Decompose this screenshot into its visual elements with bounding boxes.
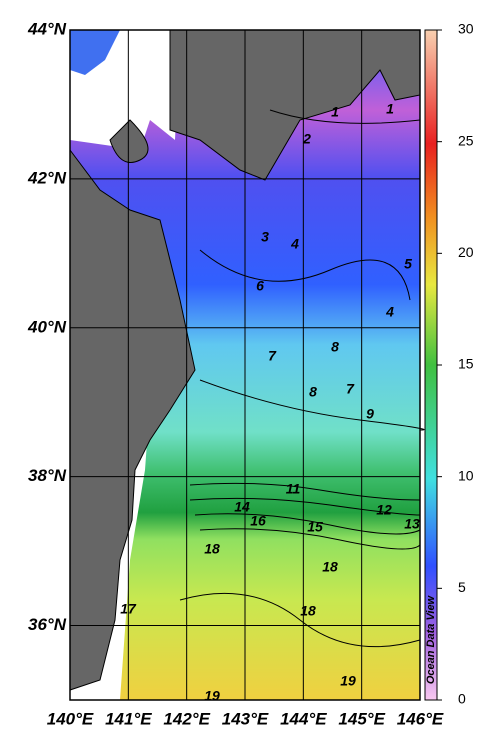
credit: Ocean Data View <box>425 594 437 684</box>
contour-label: 7 <box>268 348 277 364</box>
x-tick-label: 145°E <box>338 709 385 728</box>
y-tick-label: 38°N <box>28 466 67 485</box>
contour-label: 6 <box>256 278 264 294</box>
contour-label: 2 <box>302 131 311 147</box>
x-tick-label: 144°E <box>280 709 327 728</box>
contour-label: 17 <box>120 601 137 617</box>
contour-label: 18 <box>204 541 220 557</box>
contour-label: 7 <box>346 381 355 397</box>
contour-label: 1 <box>331 104 339 120</box>
contour-label: 1 <box>386 101 394 117</box>
plot-frame <box>69 29 421 701</box>
y-tick-label: 44°N <box>27 19 67 38</box>
contour-label: 16 <box>250 513 266 529</box>
contour-label: 11 <box>286 481 301 497</box>
contour-label: 19 <box>204 688 220 704</box>
land <box>109 119 149 163</box>
contours <box>179 109 425 648</box>
contour-label: 4 <box>385 304 394 320</box>
contour-label: 3 <box>261 229 269 245</box>
colorbar-tick-label: 10 <box>458 467 474 483</box>
contour-label: 5 <box>404 256 412 272</box>
x-tick-label: 141°E <box>105 709 152 728</box>
y-tick-label: 42°N <box>27 168 67 187</box>
contour-label: 19 <box>340 673 356 689</box>
contour-label: 18 <box>300 603 316 619</box>
colorbar-tick-label: 15 <box>458 356 474 372</box>
colorbar-tick-label: 25 <box>458 132 474 148</box>
contour-label: 14 <box>234 499 250 515</box>
contour-label: 18 <box>322 559 338 575</box>
y-tick-label: 36°N <box>28 615 67 634</box>
sea-patch <box>70 30 120 75</box>
contour-label: 15 <box>307 519 323 535</box>
x-tick-label: 146°E <box>397 709 444 728</box>
land <box>69 148 196 691</box>
contour-label: 4 <box>290 236 299 252</box>
contour-label: 8 <box>309 384 317 400</box>
x-tick-label: 143°E <box>222 709 269 728</box>
x-tick-label: 142°E <box>163 709 210 728</box>
contour-label: 13 <box>404 516 420 532</box>
y-tick-label: 40°N <box>27 317 67 336</box>
colorbar-tick-label: 0 <box>458 691 466 707</box>
colorbar-tick-label: 5 <box>458 579 466 595</box>
contour-label: 8 <box>331 339 339 355</box>
colorbar-tick-label: 20 <box>458 244 474 260</box>
contour-label: 9 <box>366 406 374 422</box>
colorbar-tick-label: 30 <box>458 21 474 37</box>
x-tick-label: 140°E <box>47 709 94 728</box>
contour-label: 12 <box>376 502 392 518</box>
